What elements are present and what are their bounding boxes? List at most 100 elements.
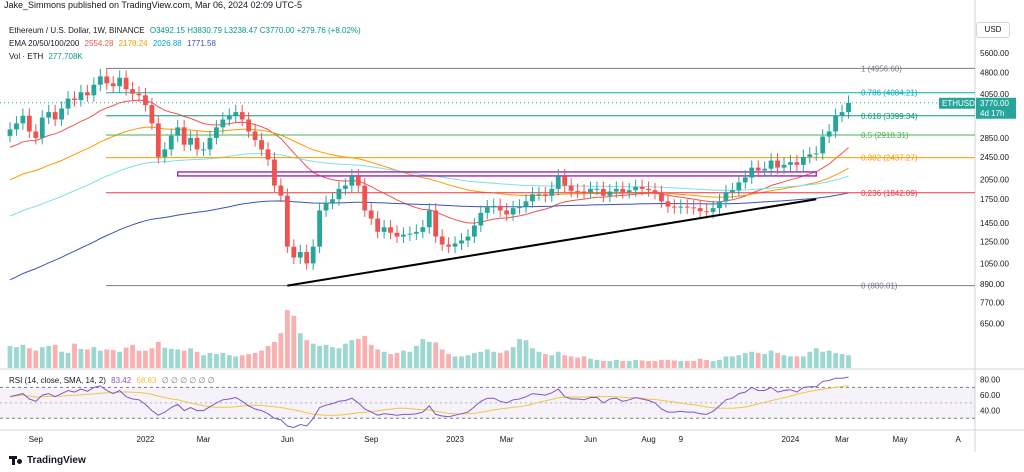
candle [349, 168, 355, 193]
candle [659, 185, 664, 208]
candle-body [446, 244, 451, 247]
volume-bar [175, 349, 181, 368]
candle [381, 219, 387, 239]
volume-bar [749, 351, 755, 368]
candle [639, 179, 645, 196]
symbol-title[interactable]: Ethereum / U.S. Dollar, 1W, BINANCE [9, 26, 145, 35]
candle [226, 108, 232, 126]
tradingview-logo[interactable]: TradingView [9, 455, 86, 466]
candle [800, 149, 806, 172]
volume-bar [59, 351, 64, 368]
candle [601, 181, 606, 203]
candle [788, 154, 793, 172]
rsi-tick-label: 40.00 [980, 407, 1001, 416]
symbol-tag [939, 97, 975, 109]
candle-body [149, 105, 155, 124]
candle-body [226, 115, 232, 120]
candle [665, 194, 671, 214]
candle [155, 116, 161, 164]
candle [265, 142, 271, 166]
candle [130, 81, 135, 101]
volume-bar [678, 361, 684, 368]
candle [181, 120, 187, 152]
fib-level-label: 0 (880.01) [861, 282, 898, 291]
candle-body [723, 192, 729, 202]
candle-body [568, 185, 574, 191]
candle-body [472, 225, 477, 237]
candle-body [310, 246, 316, 264]
rsi-label[interactable]: RSI (14, close, SMA, 14, 2) [9, 376, 106, 385]
currency-button[interactable]: USD [976, 22, 1010, 38]
volume-bar [39, 347, 45, 368]
candle [794, 154, 800, 172]
volume-bar [65, 352, 71, 368]
volume-bar [710, 361, 716, 368]
tradingview-logo-icon [9, 455, 23, 466]
volume-bar [472, 352, 477, 368]
candle-body [717, 201, 722, 209]
volume-bar [407, 351, 413, 368]
price-tick-label: 4050.00 [980, 90, 1009, 99]
candle-body [575, 190, 580, 192]
volume-bar [542, 354, 548, 368]
candle [78, 84, 84, 107]
candle-body [755, 167, 761, 171]
volume-bar [523, 340, 529, 368]
time-tick-label: Jun [281, 435, 294, 444]
volume-bar [704, 359, 709, 368]
candle-body [652, 190, 658, 193]
candle [704, 203, 709, 219]
candle-body [394, 232, 400, 237]
candle [484, 200, 490, 220]
rsi-placeholders: ∅ ∅ ∅ ∅ ∅ ∅ [161, 376, 215, 385]
volume-bar [465, 355, 471, 368]
volume-bar [581, 356, 587, 368]
candle-body [762, 168, 768, 171]
fib-level-label: 0.786 (4084.21) [861, 89, 918, 98]
rsi-sma-line [9, 385, 849, 416]
volume-bar [607, 361, 613, 368]
candle-body [214, 127, 219, 138]
candle [39, 110, 45, 145]
candle-body [104, 76, 110, 84]
candle-body [175, 127, 181, 136]
candle [826, 124, 832, 144]
volume-bar [768, 350, 774, 368]
volume-bar [439, 349, 445, 368]
candle-body [639, 186, 645, 189]
candle-body [730, 190, 735, 193]
candle-body [523, 201, 529, 207]
candle [549, 181, 555, 203]
candle-body [136, 93, 142, 96]
volume-bar [575, 357, 580, 368]
candle-body [659, 192, 664, 202]
volume-bar [839, 354, 845, 368]
candle [575, 183, 580, 198]
candle [149, 97, 155, 130]
fib-level-label: 0.5 (2918.31) [861, 131, 909, 140]
ema100-line [9, 152, 849, 217]
candle [168, 128, 174, 156]
volume-bar [413, 345, 419, 368]
volume-bar [201, 355, 206, 368]
candle-body [781, 164, 787, 168]
candle-body [452, 243, 458, 247]
volume-bar [491, 351, 497, 368]
candle [755, 160, 761, 177]
volume-bar [220, 352, 226, 368]
candle-body [143, 95, 148, 106]
candle [46, 104, 52, 125]
candle-body [665, 201, 671, 207]
volume-label[interactable]: Vol · ETH [9, 52, 44, 61]
candle-body [78, 92, 84, 101]
candle-body [162, 149, 168, 157]
volume-bar [401, 350, 406, 368]
candle [233, 104, 239, 123]
candle-body [278, 185, 284, 196]
ema-label[interactable]: EMA 20/50/100/200 [9, 39, 80, 48]
candle [697, 200, 703, 218]
candle [7, 122, 13, 143]
candle [20, 108, 26, 130]
time-tick-label: Mar [197, 435, 211, 444]
